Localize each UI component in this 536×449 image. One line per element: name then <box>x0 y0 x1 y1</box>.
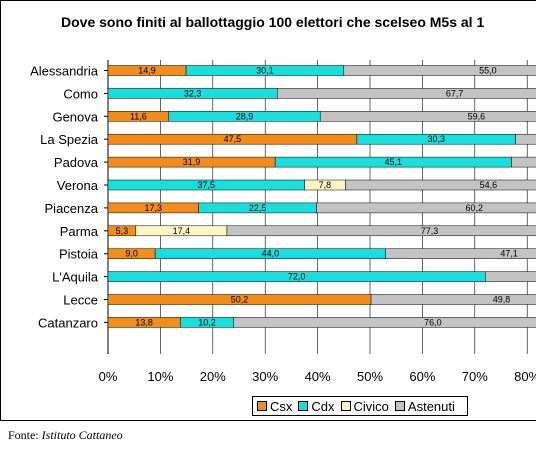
category-label-catanzaro: Catanzaro <box>38 315 98 330</box>
source-prefix: Fonte: <box>8 428 42 442</box>
x-tick-label: 70% <box>462 369 488 384</box>
bar-astenuti-verona <box>345 179 536 191</box>
data-label-cdx-pistoia: 44,0 <box>262 249 280 259</box>
x-tick-label: 20% <box>200 369 226 384</box>
x-tick-label: 30% <box>252 369 278 384</box>
x-tick-label: 80% <box>514 369 536 384</box>
data-label-astenuti-catanzaro: 76,0 <box>424 317 442 327</box>
bar-astenuti-como <box>277 88 536 99</box>
legend-item-astenuti: Astenuti <box>394 398 455 414</box>
legend-label-cdx: Cdx <box>311 398 335 414</box>
legend-label-csx: Csx <box>270 398 293 414</box>
data-label-cdx-verona: 37,5 <box>197 180 215 190</box>
bar-astenuti-la-spezia <box>515 133 536 145</box>
data-label-astenuti-lecce: 49,8 <box>493 295 511 305</box>
bar-astenuti-padova <box>511 156 536 168</box>
category-label-verona: Verona <box>57 178 99 193</box>
data-label-cdx-genova: 28,9 <box>236 111 254 121</box>
data-label-astenuti-alessandria: 55,0 <box>479 66 497 76</box>
legend-item-civico: Civico <box>340 398 389 414</box>
x-tick-label: 50% <box>357 369 383 384</box>
data-label-cdx-catanzaro: 10,2 <box>198 317 216 327</box>
chart-title: Dove sono finiti al ballottaggio 100 ele… <box>61 14 485 30</box>
data-label-cdx-como: 32,3 <box>184 88 202 98</box>
x-tick-label: 0% <box>99 369 118 384</box>
data-label-csx-catanzaro: 13,8 <box>135 317 153 327</box>
category-label-pistoia: Pistoia <box>59 247 99 262</box>
data-label-csx-padova: 31,9 <box>183 157 201 167</box>
bar-astenuti-catanzaro <box>233 317 536 328</box>
legend: Csx Cdx Civico Astenuti <box>252 396 468 416</box>
legend-swatch-csx <box>257 401 267 411</box>
data-label-csx-parma: 5,3 <box>116 226 129 236</box>
bar-astenuti-l-aquila <box>485 271 536 282</box>
data-label-cdx-padova: 45,1 <box>385 157 403 167</box>
x-tick-label: 60% <box>409 369 435 384</box>
bar-astenuti-pistoia <box>385 248 536 259</box>
data-label-astenuti-como: 67,7 <box>446 88 464 98</box>
data-label-civico-parma: 17,4 <box>173 226 191 236</box>
x-tick-label: 40% <box>305 369 331 384</box>
data-label-astenuti-genova: 59,6 <box>468 111 486 121</box>
category-label-la-spezia: La Spezia <box>40 132 99 147</box>
data-label-cdx-la-spezia: 30,3 <box>428 134 446 144</box>
data-label-astenuti-verona: 54,6 <box>480 180 498 190</box>
category-label-l-aquila: L'Aquila <box>52 270 99 285</box>
category-label-alessandria: Alessandria <box>30 64 99 79</box>
data-label-astenuti-pistoia: 47,1 <box>500 249 518 259</box>
category-label-lecce: Lecce <box>63 293 98 308</box>
data-label-csx-piacenza: 17,3 <box>145 203 163 213</box>
bar-chart: 0%10%20%30%40%50%60%70%80%1Alessandria14… <box>30 60 536 384</box>
legend-label-astenuti: Astenuti <box>407 398 455 414</box>
data-label-csx-genova: 11,6 <box>130 111 147 121</box>
bar-astenuti-genova <box>319 111 536 122</box>
legend-label-civico: Civico <box>353 398 389 414</box>
data-label-civico-verona: 7,8 <box>319 180 332 190</box>
chart-frame <box>0 0 536 421</box>
data-label-cdx-l-aquila: 72,0 <box>288 272 306 282</box>
legend-item-csx: Csx <box>257 399 292 414</box>
category-label-genova: Genova <box>52 109 98 124</box>
source-note: Fonte: Istituto Cattaneo <box>8 428 123 443</box>
data-label-cdx-alessandria: 30,1 <box>256 66 274 76</box>
data-label-csx-pistoia: 9,0 <box>125 249 138 259</box>
data-label-csx-lecce: 50,2 <box>231 295 249 305</box>
bar-astenuti-alessandria <box>343 65 536 76</box>
legend-swatch-civico <box>340 401 351 411</box>
data-label-csx-la-spezia: 47,5 <box>224 134 242 144</box>
legend-swatch-astenuti <box>394 401 405 411</box>
data-label-cdx-piacenza: 22,5 <box>249 203 267 213</box>
data-label-csx-alessandria: 14,9 <box>138 66 156 76</box>
bar-astenuti-lecce <box>370 294 536 305</box>
category-label-parma: Parma <box>60 224 99 239</box>
source-name: Istituto Cattaneo <box>41 428 123 442</box>
data-label-astenuti-piacenza: 60,2 <box>466 203 484 213</box>
category-label-piacenza: Piacenza <box>45 201 99 216</box>
category-label-padova: Padova <box>54 155 99 170</box>
category-label-como: Como <box>63 86 98 101</box>
x-tick-label: 10% <box>147 369 173 384</box>
data-label-astenuti-parma: 77,3 <box>421 226 439 236</box>
bar-astenuti-parma <box>226 225 536 237</box>
legend-swatch-cdx <box>298 401 309 411</box>
bar-astenuti-piacenza <box>316 202 536 214</box>
legend-item-cdx: Cdx <box>298 398 335 414</box>
